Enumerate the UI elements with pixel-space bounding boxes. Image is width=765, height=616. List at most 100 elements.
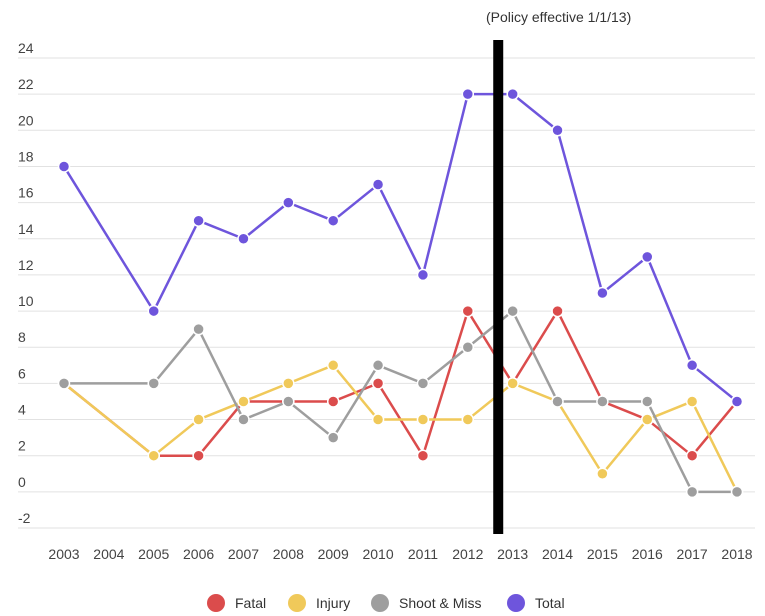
x-tick-label: 2005 [138, 546, 169, 562]
data-point [371, 377, 385, 390]
data-point [641, 250, 654, 264]
legend-swatch [288, 594, 306, 612]
legend-swatch [507, 594, 525, 612]
series-total [57, 87, 744, 408]
y-tick-label: 20 [18, 112, 34, 128]
legend-label: Shoot & Miss [399, 595, 481, 611]
y-tick-label: 18 [18, 148, 34, 164]
data-point [596, 286, 609, 300]
series-line [63, 364, 739, 493]
data-point [551, 124, 564, 137]
data-point [551, 395, 564, 408]
data-point [641, 395, 654, 408]
data-point [57, 377, 71, 390]
policy-annotation: (Policy effective 1/1/13) [486, 9, 631, 25]
data-point [416, 268, 430, 282]
data-point [147, 304, 160, 318]
data-point [596, 395, 609, 408]
x-tick-label: 2009 [318, 546, 349, 562]
data-point [326, 359, 340, 372]
y-tick-label: 10 [18, 293, 34, 309]
data-point [237, 413, 250, 426]
data-point [461, 87, 475, 101]
x-tick-label: 2003 [48, 546, 79, 562]
legend-label: Fatal [235, 595, 266, 611]
data-point [461, 304, 475, 318]
x-tick-label: 2004 [93, 546, 124, 562]
data-point [192, 449, 205, 462]
data-point [57, 160, 71, 173]
y-tick-label: 14 [18, 221, 34, 237]
data-point [641, 413, 654, 426]
legend-swatch [371, 594, 389, 612]
legend-label: Total [535, 595, 565, 611]
legend-item: Total [507, 594, 565, 612]
series-line [64, 309, 737, 494]
data-point [147, 377, 160, 390]
data-point [461, 340, 475, 354]
legend-item: Fatal [207, 594, 266, 612]
y-tick-label: 24 [18, 40, 34, 56]
data-point [326, 431, 340, 444]
x-tick-label: 2013 [497, 546, 528, 562]
legend: Fatal Injury Shoot & Miss Total [207, 594, 565, 612]
y-tick-label: 8 [18, 329, 26, 345]
data-point [416, 449, 430, 462]
data-point [282, 377, 295, 390]
y-tick-label: 16 [18, 185, 34, 201]
data-point [596, 467, 609, 481]
x-tick-label: 2014 [542, 546, 573, 562]
data-point [282, 395, 295, 408]
y-tick-label: 12 [18, 257, 34, 273]
data-point [192, 322, 205, 336]
data-point [282, 196, 295, 209]
legend-item: Injury [288, 594, 350, 612]
x-axis-ticks: 2003 2004 2005 2006 2007 2008 2009 2010 2011 2012… [48, 546, 752, 562]
x-tick-label: 2018 [721, 546, 752, 562]
y-tick-label: 4 [18, 402, 26, 418]
legend-swatch [207, 594, 225, 612]
x-tick-label: 2011 [408, 546, 438, 562]
x-tick-label: 2007 [228, 546, 259, 562]
x-tick-label: 2006 [183, 546, 214, 562]
data-point [506, 304, 519, 318]
x-tick-label: 2017 [677, 546, 708, 562]
data-point [371, 359, 385, 372]
x-tick-label: 2012 [452, 546, 483, 562]
data-point [730, 485, 744, 499]
x-tick-label: 2010 [362, 546, 393, 562]
y-tick-label: 2 [18, 438, 26, 454]
data-point [416, 377, 430, 390]
policy-line [493, 40, 504, 534]
data-point [461, 413, 475, 426]
data-point [685, 485, 699, 499]
legend-item: Shoot & Miss [371, 594, 481, 612]
data-point [685, 449, 699, 462]
data-point [192, 413, 205, 426]
series-line [62, 92, 738, 403]
gridlines [18, 57, 755, 529]
y-tick-label: 22 [18, 76, 34, 92]
y-tick-label: 6 [18, 365, 26, 381]
x-tick-label: 2016 [632, 546, 663, 562]
series-group [57, 87, 744, 499]
series-injury [57, 359, 744, 499]
data-point [506, 87, 519, 101]
x-tick-label: 2008 [273, 546, 304, 562]
data-point [730, 395, 744, 408]
data-point [237, 232, 250, 246]
y-tick-label: -2 [18, 510, 31, 526]
data-point [147, 449, 160, 462]
series-shoot-miss [57, 304, 744, 499]
data-point [416, 413, 430, 426]
data-point [192, 214, 205, 227]
data-point [685, 359, 699, 372]
data-point [371, 413, 385, 426]
data-point [551, 304, 564, 318]
x-tick-label: 2015 [587, 546, 618, 562]
data-point [506, 377, 519, 390]
data-point [326, 214, 340, 227]
y-tick-label: 0 [18, 474, 26, 490]
